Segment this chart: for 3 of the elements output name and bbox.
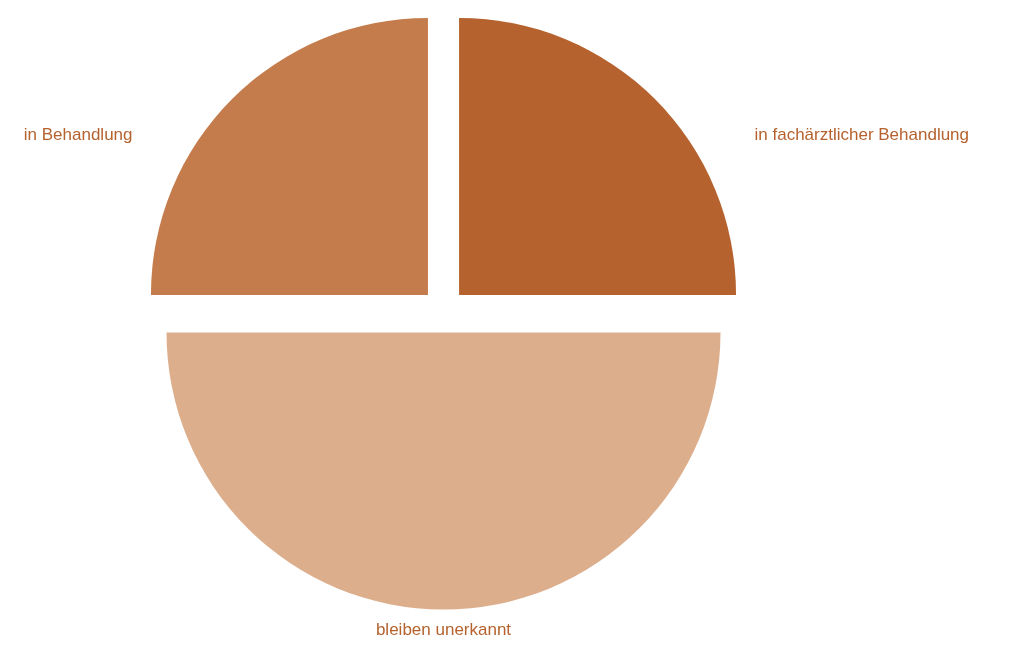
slice-label: in fachärztlicher Behandlung (754, 124, 970, 144)
slice-label: bleiben unerkannt (375, 620, 512, 639)
slice-label: in Behandlung (23, 124, 133, 144)
